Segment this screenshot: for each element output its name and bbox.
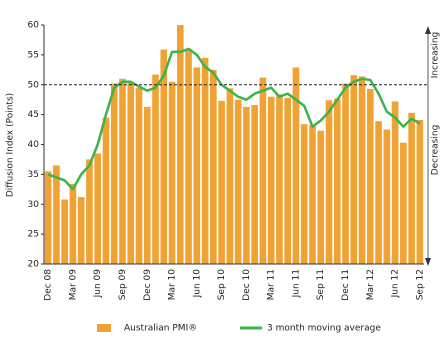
x-tick-label: Sep 12 <box>415 269 425 300</box>
x-tick-label: Dec 08 <box>44 269 54 301</box>
line <box>47 47 421 191</box>
x-tick-label: Sep 11 <box>316 269 326 300</box>
bar <box>267 96 275 264</box>
x-tick-label: Jun 10 <box>192 269 202 299</box>
x-tick-label: Mar 10 <box>168 269 178 301</box>
bar <box>400 142 407 264</box>
bar <box>375 121 382 264</box>
bar <box>259 77 267 264</box>
bar <box>350 75 358 264</box>
bar <box>119 78 126 265</box>
annotation: Decreasing <box>431 125 441 176</box>
y-tick-label: 45 <box>28 110 39 120</box>
bar <box>127 81 135 264</box>
x-tick-label: Jun 12 <box>391 269 401 298</box>
bar <box>143 106 151 264</box>
y-tick-label: 55 <box>28 50 39 60</box>
x-tick-label: Dec 10 <box>242 269 252 301</box>
bar <box>201 57 209 264</box>
x-tick-label: Jun 09 <box>93 269 103 299</box>
bar <box>234 99 242 264</box>
bar <box>251 105 258 264</box>
bar <box>218 100 225 264</box>
y-tick-label: 20 <box>28 260 40 270</box>
x-tick-label: Sep 10 <box>217 269 227 301</box>
legend-label: Australian PMI® <box>124 324 197 334</box>
x-tick-label: Sep 09 <box>118 269 128 301</box>
bar <box>358 76 366 264</box>
x-tick-label: Dec 09 <box>143 269 153 301</box>
bar <box>317 130 325 264</box>
legend-swatch <box>97 324 111 332</box>
bar <box>416 120 424 264</box>
x-tick-label: Dec 11 <box>341 269 351 301</box>
bar <box>61 199 68 264</box>
bar <box>292 67 300 264</box>
bar <box>284 97 291 265</box>
y-tick-label: 40 <box>28 140 40 150</box>
bar <box>185 48 192 265</box>
bar <box>300 124 308 264</box>
bar <box>408 112 415 265</box>
bar <box>77 197 85 264</box>
bar <box>342 83 349 265</box>
bar <box>325 100 333 264</box>
x-tick-label: Mar 11 <box>267 269 277 300</box>
bar <box>276 94 283 264</box>
bar <box>226 88 234 265</box>
x-tick-label: Mar 12 <box>366 269 376 300</box>
y-tick-label: 30 <box>28 200 40 210</box>
bar <box>177 25 184 264</box>
bar <box>333 98 341 265</box>
bar <box>391 101 399 264</box>
bar <box>152 74 159 264</box>
bar <box>367 88 374 265</box>
bar <box>210 69 217 264</box>
bar <box>110 83 118 265</box>
annotation: Increasing <box>431 32 441 78</box>
bar <box>193 67 201 264</box>
y-tick-label: 60 <box>28 21 40 31</box>
bar <box>135 87 143 264</box>
y-tick-label: 35 <box>28 170 39 180</box>
bar <box>243 106 250 264</box>
y-tick-label: 25 <box>28 230 39 240</box>
bar <box>168 81 176 264</box>
legend-label: 3 month moving average <box>267 324 381 334</box>
x-tick-label: Jun 11 <box>291 269 301 298</box>
x-tick-label: Mar 09 <box>68 269 78 301</box>
bar <box>102 117 110 264</box>
bar <box>309 124 316 264</box>
bar <box>160 49 168 265</box>
bar <box>44 171 52 264</box>
bar <box>383 129 391 264</box>
y-tick-label: 50 <box>28 80 40 90</box>
bar <box>53 165 60 264</box>
bar <box>94 153 101 264</box>
bar <box>86 159 93 264</box>
y-axis-label: Diffusion Index (Points) <box>6 93 16 197</box>
bar <box>69 183 77 264</box>
